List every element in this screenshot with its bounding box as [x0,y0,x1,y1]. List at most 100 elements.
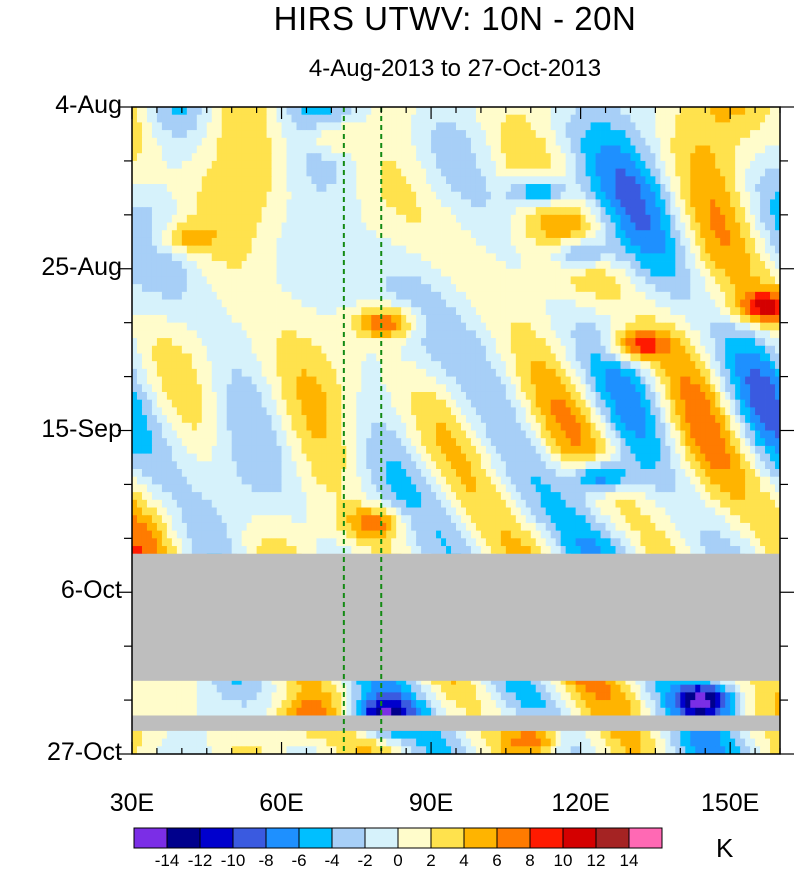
heat-cell [735,122,741,131]
heat-cell [705,207,711,216]
heat-cell [351,176,357,185]
heat-cell [426,122,432,131]
heat-cell [331,361,337,370]
heat-cell [371,176,377,185]
heat-cell [590,184,596,193]
heat-cell [326,207,332,216]
heat-cell [665,168,671,177]
heat-cell [176,368,183,377]
heat-cell [775,345,781,354]
heat-cell [730,153,736,162]
heat-cell [540,368,547,377]
heat-cell [675,368,681,377]
heat-cell [181,122,188,131]
heat-cell [740,184,746,193]
heat-cell [306,184,312,193]
heat-cell [680,137,686,146]
heat-cell [710,291,716,300]
heat-cell [675,230,681,239]
heat-cell [555,261,562,270]
heat-cell [276,176,282,185]
heat-cell [421,299,427,308]
heat-cell [421,199,427,208]
heat-cell [555,391,562,401]
heat-cell [136,130,143,139]
heat-cell [346,230,352,239]
heat-cell [196,361,203,370]
heat-cell [201,376,208,385]
heat-cell [151,245,158,254]
heat-cell [451,199,457,208]
heat-cell [590,384,596,393]
heat-cell [166,361,173,370]
heat-cell [720,153,726,162]
heat-cell [575,268,582,277]
heat-cell [485,361,492,370]
heat-cell [281,376,287,385]
heat-cell [406,276,412,285]
heat-cell [421,130,427,139]
heat-cell [156,245,163,254]
heat-cell [436,176,442,185]
heat-cell [750,268,756,277]
heat-cell [186,145,193,154]
heat-cell [505,130,512,139]
heat-cell [276,253,282,262]
heat-cell [480,199,487,208]
heat-cell [166,191,173,200]
heat-cell [136,338,143,347]
heat-cell [635,207,641,216]
heat-cell [690,199,696,208]
heat-cell [730,276,736,285]
heat-cell [296,207,302,216]
heat-cell [206,338,213,347]
heat-cell [495,184,502,193]
heat-cell [406,214,412,223]
heat-cell [665,137,671,146]
heat-cell [396,153,402,162]
heat-cell [191,391,198,401]
heat-cell [351,276,357,285]
heat-cell [161,237,168,247]
heat-cell [416,276,422,285]
heat-cell [630,199,636,208]
heat-cell [276,122,282,131]
heat-cell [620,237,626,247]
heat-cell [550,176,557,185]
heat-cell [366,222,372,231]
heat-cell [451,391,457,401]
heat-cell [132,153,138,162]
heat-cell [376,268,382,277]
heat-cell [510,222,517,231]
heat-cell [346,322,352,331]
heat-cell [291,368,297,377]
heat-cell [411,330,417,339]
heat-cell [156,353,163,362]
heat-cell [391,353,397,362]
heat-cell [525,253,532,262]
heat-cell [675,191,681,200]
heat-cell [186,391,193,401]
heat-cell [555,130,562,139]
heat-cell [485,191,492,200]
heat-cell [226,284,233,293]
heat-cell [635,268,641,277]
heat-cell [221,145,228,154]
heat-cell [196,299,203,308]
heat-cell [251,345,258,354]
heat-cell [161,399,168,408]
heat-cell [555,137,562,146]
heat-cell [196,391,203,401]
heat-cell [560,237,567,247]
heat-cell [271,114,277,123]
heat-cell [161,314,168,324]
heat-cell [266,253,272,262]
heat-cell [331,376,337,385]
heat-cell [475,345,482,354]
heat-cell [401,214,407,223]
heat-cell [725,153,731,162]
heat-cell [416,160,422,170]
heat-cell [411,391,417,401]
heat-cell [740,284,746,293]
heat-cell [505,291,512,300]
